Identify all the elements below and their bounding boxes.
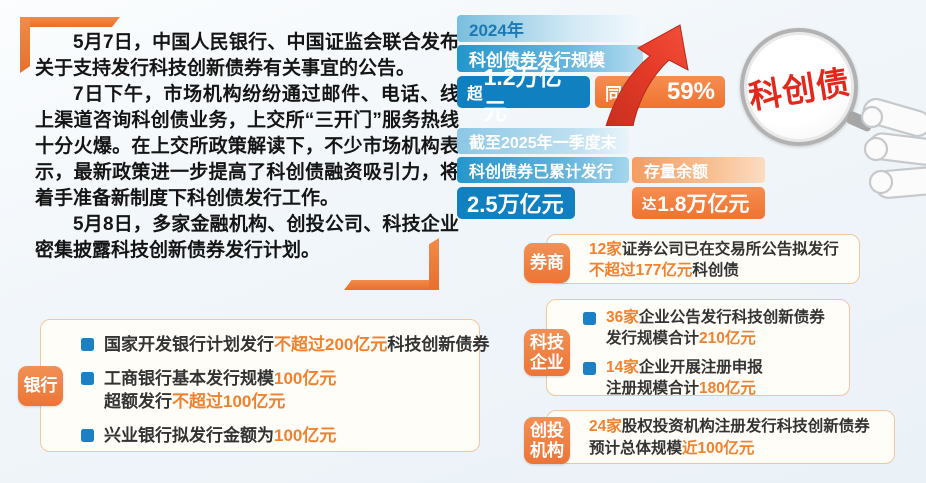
stat-q1-balance-prefix: 达 <box>642 196 657 213</box>
badge-vc-institutions: 创投 机构 <box>524 417 570 464</box>
stat-q1-balance-value-box: 达 1.8万亿元 <box>632 187 765 219</box>
panel-tech-enterprises: 36家企业公告发行科技创新债券 发行规模合计210亿元 14家企业开展注册申报 … <box>546 299 850 399</box>
bank-item: 工商银行基本发行规模100亿元 超额发行不超过100亿元 <box>81 367 467 413</box>
bullet-square-icon <box>81 338 94 351</box>
stat-2024-value-prefix: 超 <box>467 85 483 103</box>
article-paragraph: 5月8日，多家金融机构、创投公司、科技企业密集披露科技创新债券发行计划。 <box>35 214 459 261</box>
brokers-line: 不超过177亿元科创债 <box>589 262 739 279</box>
badge-brokers: 券商 <box>524 243 570 283</box>
bullet-square-icon <box>81 429 94 442</box>
badge-tech-line1: 科技 <box>530 332 564 352</box>
bank-item-line: 超额发行不超过100亿元 <box>104 392 286 411</box>
badge-tech-line2: 企业 <box>530 352 564 372</box>
badge-banks: 银行 <box>18 366 63 406</box>
brokers-line: 12家证券公司已在交易所公告拟发行 <box>589 241 839 258</box>
corner-bracket-top-left-horizontal <box>20 17 120 27</box>
corner-bracket-bottom-right-vertical <box>429 238 439 290</box>
corner-bracket-bottom-right-horizontal <box>344 280 439 290</box>
bank-item: 国家开发银行计划发行不超过200亿元科技创新债券 <box>81 333 489 356</box>
stat-q1-period-bar: 截至2025年一季度末 <box>457 128 629 154</box>
panel-banks: 国家开发银行计划发行不超过200亿元科技创新债券 工商银行基本发行规模100亿元… <box>40 319 489 452</box>
bank-item-line: 工商银行基本发行规模100亿元 <box>104 369 337 388</box>
article-paragraph: 7日下午，市场机构纷纷通过邮件、电话、线上渠道咨询科创债业务，上交所“三开门”服… <box>35 84 459 209</box>
bullet-square-icon <box>583 312 596 325</box>
article-paragraph: 5月7日，中国人民银行、中国证监会联合发布关于支持发行科技创新债券有关事宜的公告… <box>35 32 459 79</box>
tech-item: 14家企业开展注册申报 注册规模合计180亿元 <box>583 357 841 399</box>
article-text-block: 5月7日，中国人民银行、中国证监会联合发布关于支持发行科技创新债券有关事宜的公告… <box>35 30 459 264</box>
vc-line: 24家股权投资机构注册发行科技创新债券 <box>589 418 870 435</box>
tech-item-line: 36家企业公告发行科技创新债券 <box>606 309 825 326</box>
tech-item-line: 14家企业开展注册申报 <box>606 359 763 376</box>
badge-vc-line1: 创投 <box>530 420 564 440</box>
bullet-square-icon <box>583 362 596 375</box>
tech-item-line: 注册规模合计180亿元 <box>606 380 756 397</box>
corner-bracket-top-left-vertical <box>20 17 30 73</box>
stat-q1-issued-value-box: 2.5万亿元 <box>457 187 575 219</box>
bank-item: 兴业银行拟发行金额为100亿元 <box>81 424 467 447</box>
vc-line: 预计总体规模近100亿元 <box>589 440 755 457</box>
bank-item-line: 国家开发银行计划发行不超过200亿元科技创新债券 <box>104 335 490 354</box>
growth-arrow-icon <box>605 24 689 126</box>
stat-2024-value-number: 1.2万亿元 <box>483 64 562 124</box>
stat-2024-yoy-value: 59% <box>666 78 715 105</box>
stat-2024-value-box: 超 1.2万亿元 <box>457 64 590 124</box>
panel-vc-institutions: 24家股权投资机构注册发行科技创新债券 预计总体规模近100亿元 <box>546 410 895 464</box>
magnifier-stamp: 科创债 <box>740 28 858 146</box>
stat-2024-year-bar: 2024年 <box>457 15 643 42</box>
badge-vc-line2: 机构 <box>530 440 564 460</box>
stat-2024-metric-bar: 科创债券发行规模 <box>457 45 643 72</box>
stamp-label: 科创债 <box>746 63 853 116</box>
bullet-square-icon <box>81 372 94 385</box>
stat-q1-issued-bar: 科创债券已累计发行 <box>457 157 629 183</box>
stat-q1-balance-bar: 存量余额 <box>632 157 765 183</box>
badge-tech-enterprises: 科技 企业 <box>524 329 570 376</box>
tech-item-line: 发行规模合计210亿元 <box>606 330 756 347</box>
tech-item: 36家企业公告发行科技创新债券 发行规模合计210亿元 <box>583 307 841 349</box>
stat-q1-balance-number: 1.8万亿元 <box>657 193 750 216</box>
panel-brokers: 12家证券公司已在交易所公告拟发行 不超过177亿元科创债 <box>546 234 860 284</box>
bank-item-line: 兴业银行拟发行金额为100亿元 <box>104 426 337 445</box>
robot-hand-icon <box>846 97 926 199</box>
